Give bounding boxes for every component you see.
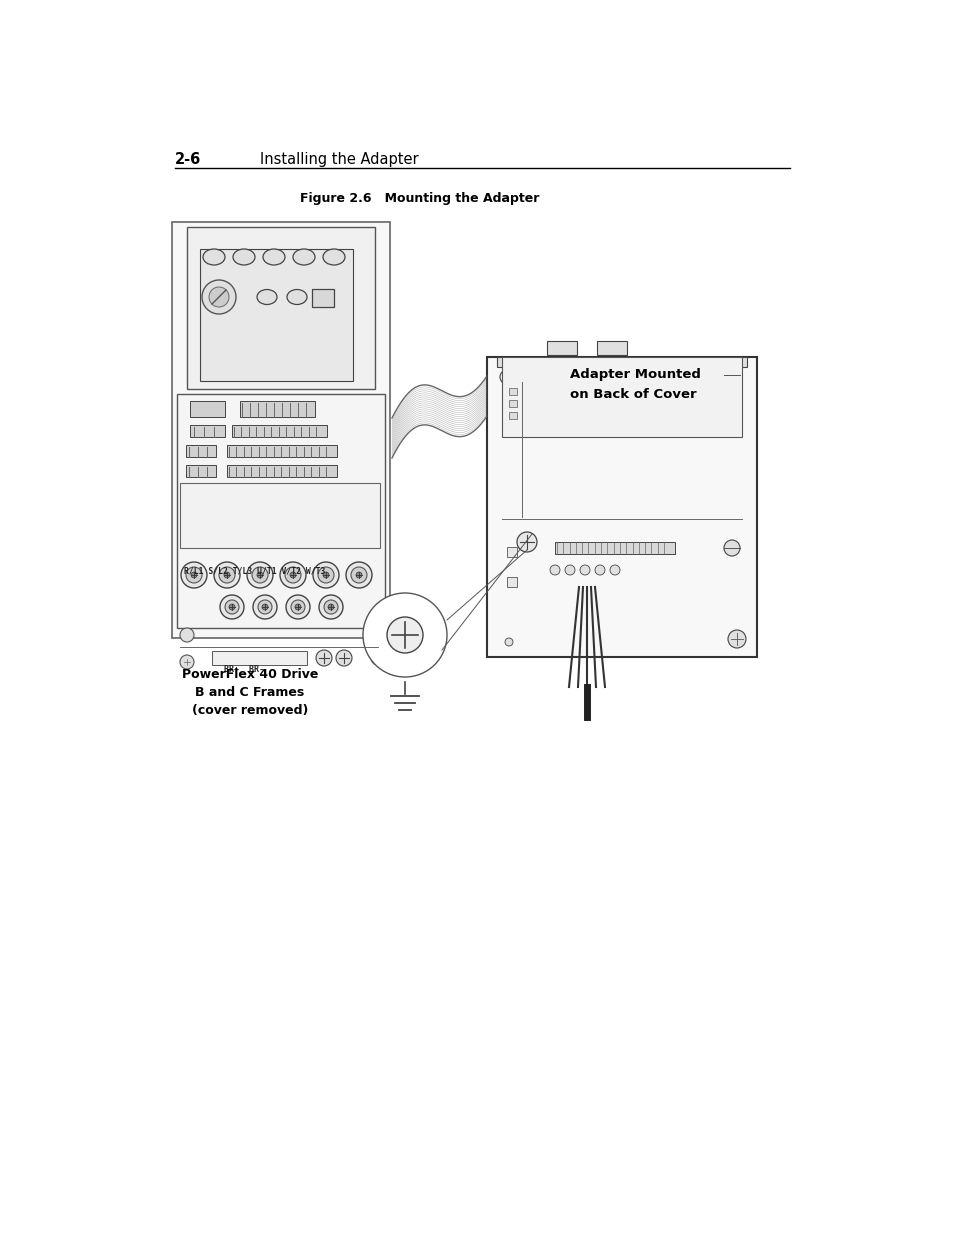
Bar: [497, 357, 746, 367]
Circle shape: [328, 604, 334, 610]
Circle shape: [180, 655, 193, 669]
Circle shape: [499, 370, 514, 384]
Ellipse shape: [263, 249, 285, 266]
Bar: [212, 651, 307, 664]
Bar: [509, 400, 517, 408]
Text: PowerFlex 40 Drive: PowerFlex 40 Drive: [182, 668, 318, 680]
Circle shape: [202, 280, 235, 314]
Bar: [172, 222, 390, 638]
Circle shape: [315, 650, 332, 666]
Text: 2-6: 2-6: [174, 152, 201, 167]
Bar: [546, 341, 577, 354]
Circle shape: [517, 532, 537, 552]
Circle shape: [355, 572, 361, 578]
Circle shape: [550, 564, 559, 576]
Circle shape: [318, 595, 343, 619]
Circle shape: [225, 600, 239, 614]
Circle shape: [324, 600, 337, 614]
Bar: [506, 577, 517, 587]
Circle shape: [313, 562, 338, 588]
Bar: [509, 412, 517, 419]
Bar: [486, 357, 757, 657]
Bar: [187, 227, 375, 389]
Bar: [506, 547, 517, 557]
Circle shape: [220, 595, 244, 619]
Circle shape: [291, 600, 305, 614]
Circle shape: [209, 287, 229, 308]
Circle shape: [346, 562, 372, 588]
Circle shape: [579, 564, 589, 576]
Circle shape: [257, 600, 272, 614]
Ellipse shape: [293, 249, 314, 266]
Circle shape: [219, 567, 234, 583]
Circle shape: [280, 562, 306, 588]
Circle shape: [180, 629, 193, 642]
Text: Adapter Mounted: Adapter Mounted: [569, 368, 700, 382]
Circle shape: [387, 618, 422, 653]
Circle shape: [213, 562, 240, 588]
Circle shape: [229, 604, 234, 610]
Circle shape: [253, 595, 276, 619]
Bar: [177, 394, 385, 629]
Bar: [501, 357, 741, 437]
Circle shape: [256, 572, 263, 578]
Circle shape: [191, 572, 196, 578]
Circle shape: [363, 593, 447, 677]
Circle shape: [317, 567, 334, 583]
Bar: [509, 388, 517, 395]
Bar: [180, 483, 379, 548]
Ellipse shape: [203, 249, 225, 266]
Circle shape: [262, 604, 268, 610]
Bar: [312, 289, 334, 308]
Circle shape: [351, 567, 367, 583]
Circle shape: [294, 604, 301, 610]
Circle shape: [224, 572, 230, 578]
Ellipse shape: [233, 249, 254, 266]
Bar: [232, 425, 327, 437]
Circle shape: [252, 567, 268, 583]
Circle shape: [290, 572, 295, 578]
Circle shape: [723, 540, 740, 556]
Bar: [597, 341, 626, 354]
Text: on Back of Cover: on Back of Cover: [569, 388, 696, 401]
Bar: [190, 401, 225, 417]
Text: Figure 2.6   Mounting the Adapter: Figure 2.6 Mounting the Adapter: [299, 191, 538, 205]
Bar: [227, 445, 336, 457]
Text: (cover removed): (cover removed): [192, 704, 308, 718]
Circle shape: [727, 630, 745, 648]
Bar: [190, 425, 225, 437]
Circle shape: [181, 562, 207, 588]
Bar: [555, 542, 675, 555]
Circle shape: [335, 650, 352, 666]
Circle shape: [595, 564, 604, 576]
Circle shape: [371, 651, 385, 664]
Circle shape: [723, 367, 740, 383]
Circle shape: [564, 564, 575, 576]
Circle shape: [504, 638, 513, 646]
Circle shape: [609, 564, 619, 576]
Text: R/L1 S/L2 T/L3 U/T1 V/T2 W/T3: R/L1 S/L2 T/L3 U/T1 V/T2 W/T3: [184, 567, 325, 576]
Bar: [200, 249, 353, 382]
Bar: [240, 401, 314, 417]
Circle shape: [323, 572, 329, 578]
Text: Installing the Adapter: Installing the Adapter: [260, 152, 418, 167]
Ellipse shape: [256, 289, 276, 305]
Circle shape: [186, 567, 202, 583]
Bar: [227, 466, 336, 477]
Circle shape: [247, 562, 273, 588]
Bar: [186, 466, 215, 477]
Circle shape: [286, 595, 310, 619]
Ellipse shape: [323, 249, 345, 266]
Bar: [186, 445, 215, 457]
Text: BR+  BR-: BR+ BR-: [224, 664, 264, 674]
Circle shape: [285, 567, 301, 583]
Ellipse shape: [287, 289, 307, 305]
Text: B and C Frames: B and C Frames: [195, 685, 304, 699]
